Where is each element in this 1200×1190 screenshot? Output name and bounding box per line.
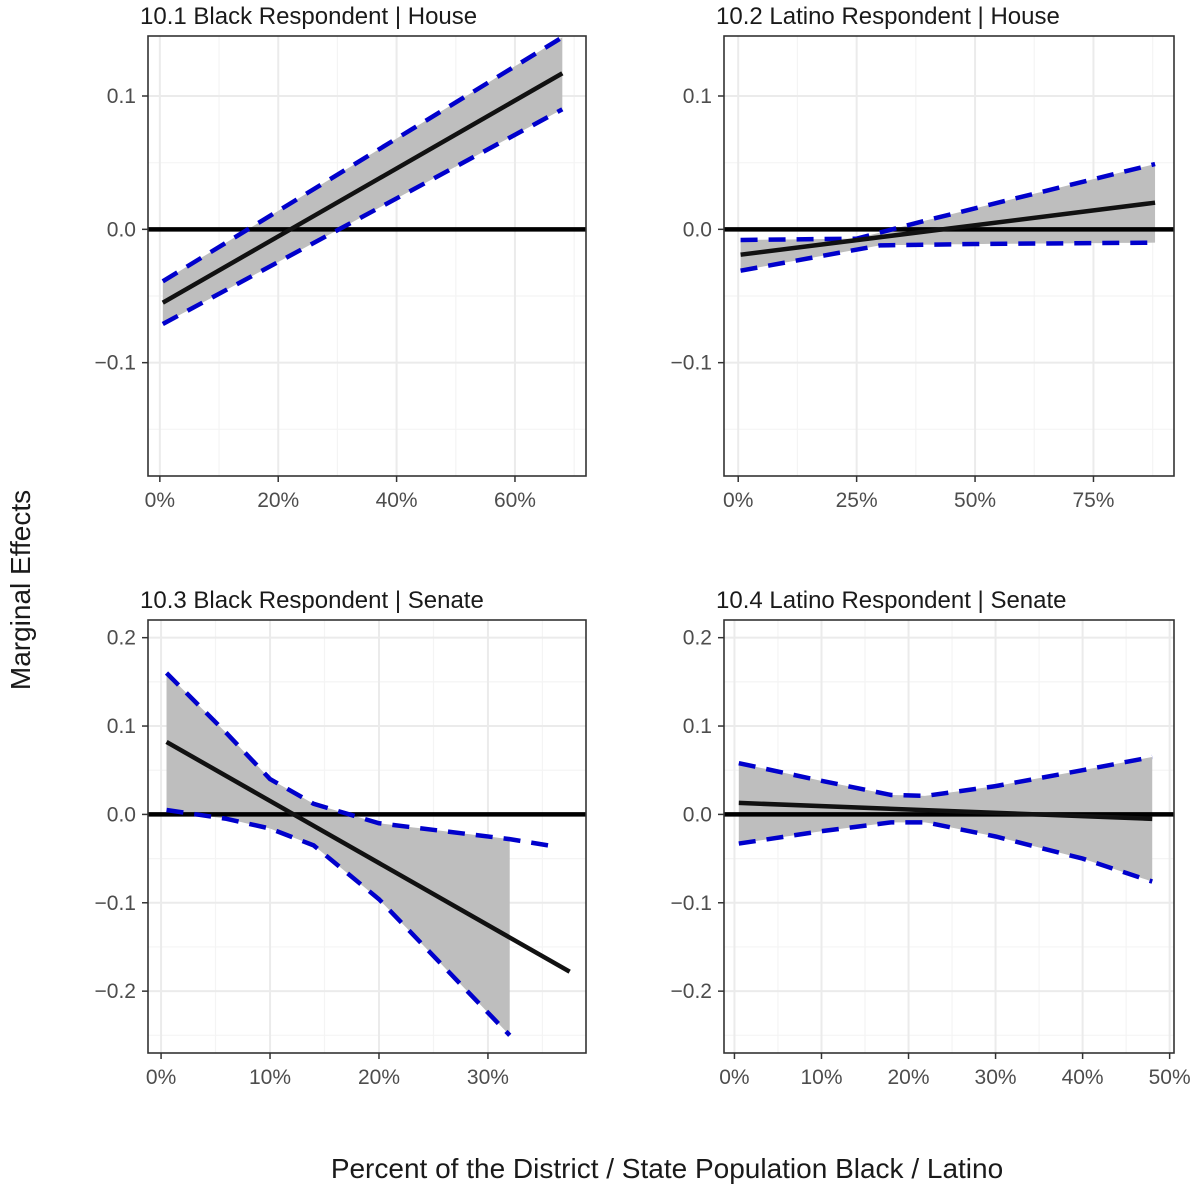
upper-ci-line xyxy=(740,161,1156,243)
panel-border xyxy=(147,35,587,477)
x-tick-label: 20% xyxy=(888,1066,930,1089)
upper-ci-line xyxy=(164,671,554,849)
y-tick-label: 0.0 xyxy=(107,218,136,241)
estimate-line xyxy=(738,800,1153,822)
panel-title: 10.4 Latino Respondent | Senate xyxy=(716,587,1067,614)
confidence-band xyxy=(738,756,1153,882)
x-tick-label: 20% xyxy=(257,489,299,512)
x-tick-label: 40% xyxy=(376,489,418,512)
y-tick-label: 0.1 xyxy=(683,85,712,108)
panel-border xyxy=(723,619,1175,1054)
y-tick-label: 0.1 xyxy=(107,85,136,108)
x-tick-label: 25% xyxy=(836,489,878,512)
panel-1: 10.1 Black Respondent | House 0% 20% 40% 60%… xyxy=(95,3,587,512)
y-tick-label: −0.1 xyxy=(95,892,136,915)
panel-title: 10.2 Latino Respondent | House xyxy=(716,3,1060,30)
x-tick-label: 60% xyxy=(494,489,536,512)
upper-ci-line xyxy=(161,36,564,284)
y-tick-label: 0.2 xyxy=(683,627,712,650)
x-tick-label: 40% xyxy=(1062,1066,1104,1089)
x-tick-label: 50% xyxy=(954,489,996,512)
y-tick-label: 0.2 xyxy=(107,627,136,650)
x-tick-label: 0% xyxy=(145,489,175,512)
x-tick-label: 10% xyxy=(249,1066,291,1089)
lower-ci-line xyxy=(166,807,512,1037)
lower-ci-line xyxy=(738,820,1153,884)
x-tick-label: 30% xyxy=(975,1066,1017,1089)
y-tick-label: −0.1 xyxy=(671,352,712,375)
x-tick-label: 0% xyxy=(719,1066,749,1089)
y-tick-label: 0.1 xyxy=(683,715,712,738)
x-tick-label: 0% xyxy=(146,1066,176,1089)
estimate-line xyxy=(740,200,1156,257)
x-tick-label: 20% xyxy=(358,1066,400,1089)
panel-border xyxy=(723,35,1175,477)
x-axis-title: Percent of the District / State Populati… xyxy=(331,1153,1003,1184)
y-tick-label: 0.0 xyxy=(683,803,712,826)
y-tick-label: 0.1 xyxy=(107,715,136,738)
y-tick-label: 0.0 xyxy=(107,803,136,826)
panel-title: 10.1 Black Respondent | House xyxy=(140,3,477,30)
x-tick-label: 0% xyxy=(723,489,753,512)
y-tick-label: −0.2 xyxy=(671,980,712,1003)
y-tick-label: −0.1 xyxy=(671,892,712,915)
x-tick-label: 75% xyxy=(1072,489,1114,512)
panel-3: 10.3 Black Respondent | Senate 0% 10% 20% 30… xyxy=(95,587,587,1089)
estimate-line xyxy=(161,71,564,305)
x-tick-label: 50% xyxy=(1149,1066,1191,1089)
estimate-line xyxy=(165,739,571,974)
x-tick-label: 30% xyxy=(467,1066,509,1089)
y-tick-label: −0.2 xyxy=(95,980,136,1003)
lower-ci-line xyxy=(740,240,1156,273)
y-tick-label: −0.1 xyxy=(95,352,136,375)
panel-title: 10.3 Black Respondent | Senate xyxy=(140,587,484,614)
y-tick-label: 0.0 xyxy=(683,218,712,241)
upper-ci-line xyxy=(738,754,1153,799)
lower-ci-line xyxy=(161,107,564,326)
y-axis-title: Marginal Effects xyxy=(5,490,36,690)
panel-border xyxy=(147,619,587,1054)
x-tick-label: 10% xyxy=(800,1066,842,1089)
confidence-band xyxy=(162,37,563,324)
panel-4: 10.4 Latino Respondent | Senate 0% 10% 20% 3… xyxy=(671,587,1191,1089)
panel-2: 10.2 Latino Respondent | House 0% 25% 50% 75… xyxy=(671,3,1175,512)
